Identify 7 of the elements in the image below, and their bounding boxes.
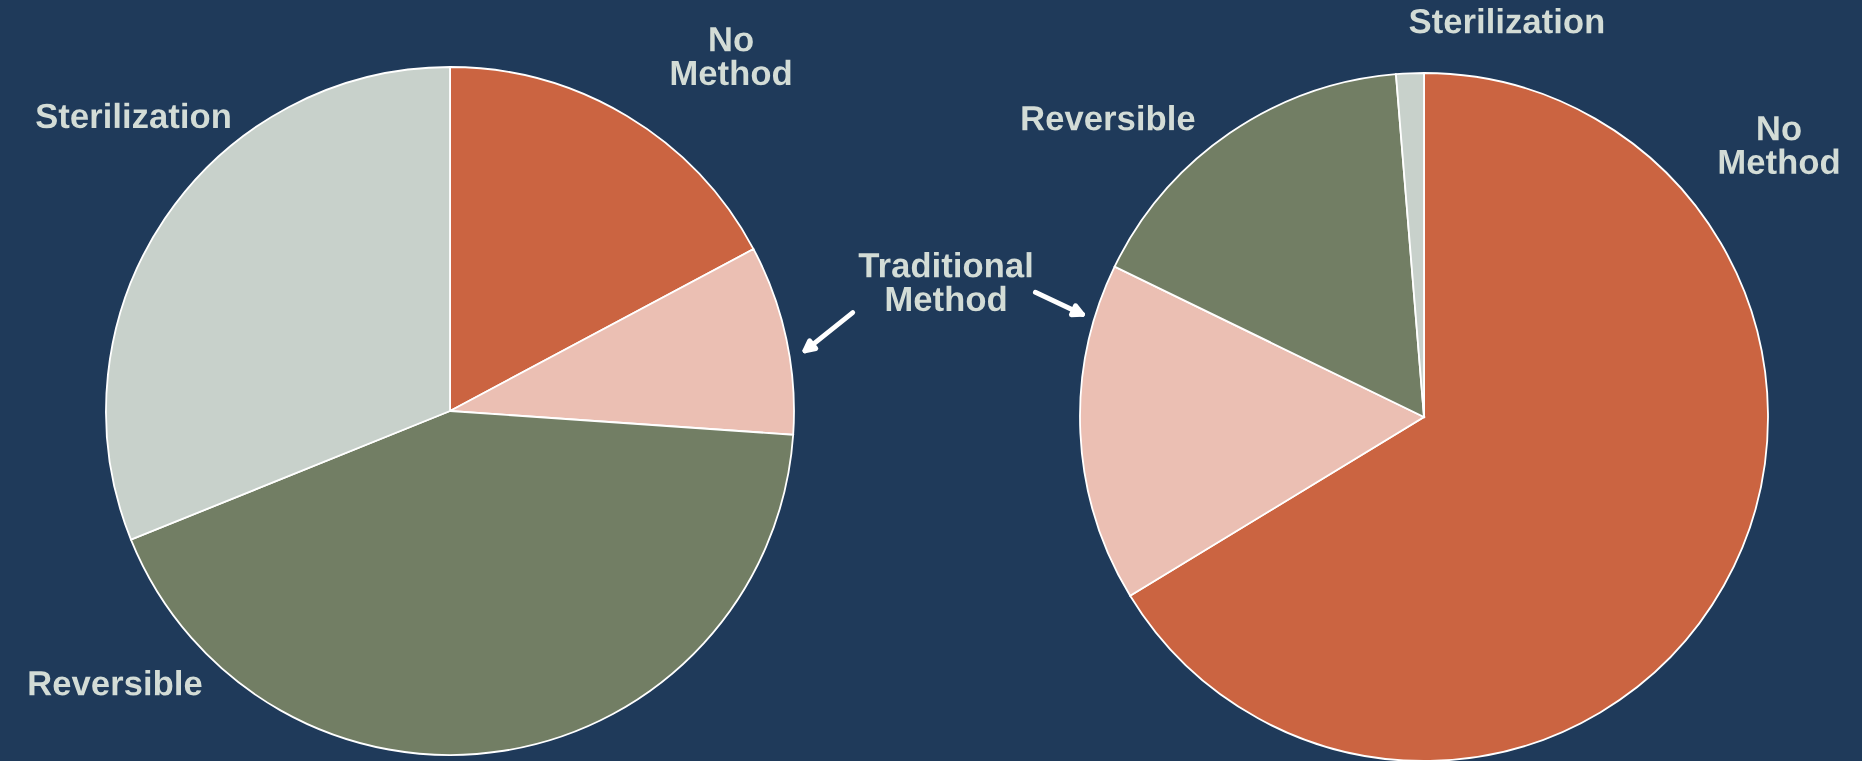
legend-label: Traditional Method [858, 252, 1032, 312]
slice-label: Sterilization [36, 102, 230, 129]
slice-label: Reversible [1022, 104, 1195, 131]
slice-label: Sterilization [1409, 7, 1604, 34]
slice-label: Reversible [29, 670, 202, 696]
slice-label: No Method [1719, 116, 1839, 175]
slice-label: No Method [671, 27, 791, 86]
